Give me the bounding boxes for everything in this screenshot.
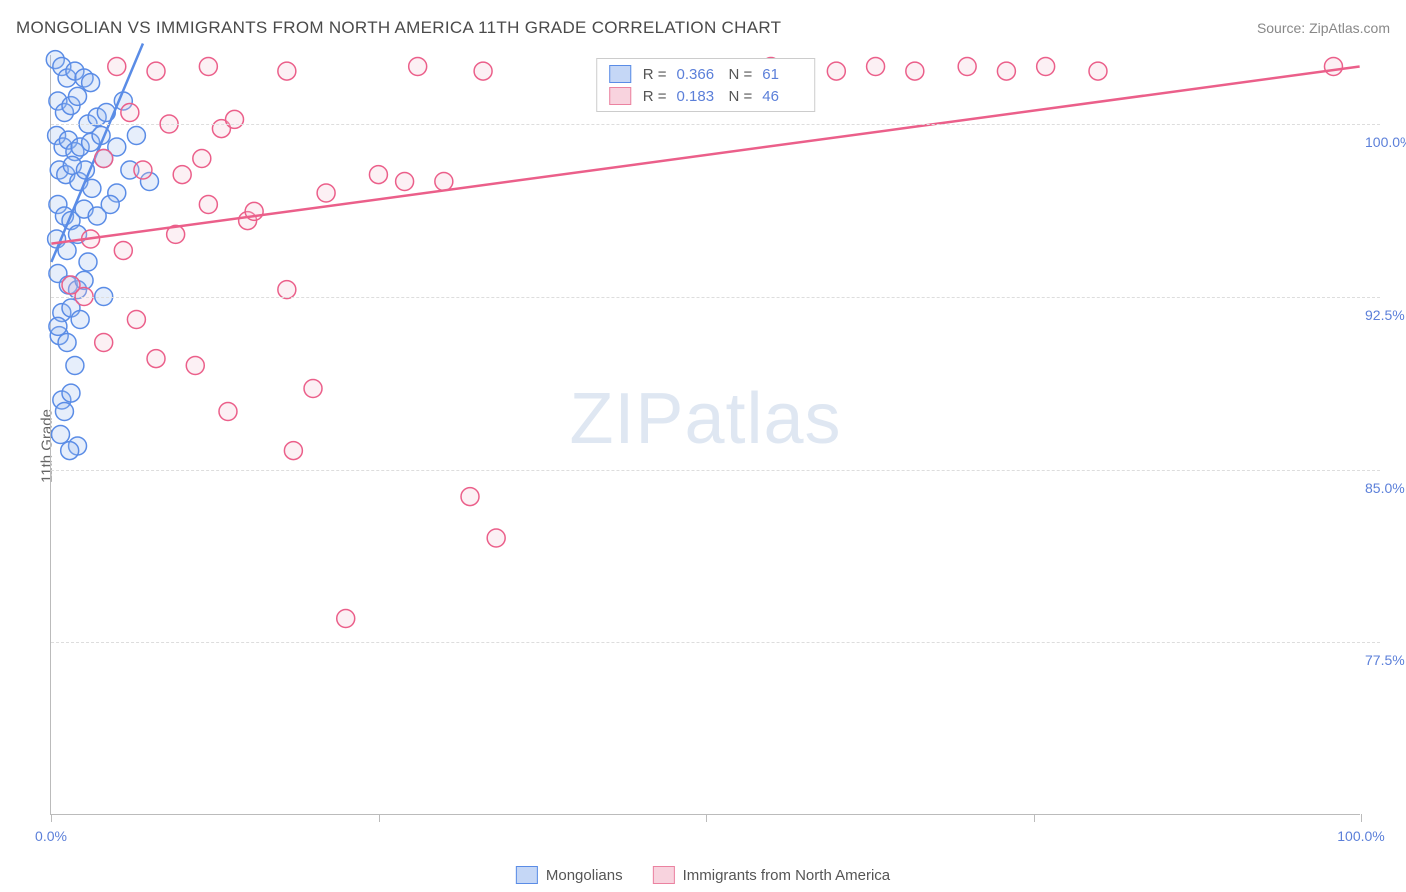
stats-box: R = 0.366 N = 61 R = 0.183 N = 46 [596, 58, 816, 112]
scatter-point [199, 196, 217, 214]
scatter-point [337, 610, 355, 628]
x-tick [706, 814, 707, 822]
scatter-point [435, 173, 453, 191]
scatter-point [219, 403, 237, 421]
scatter-point [1037, 58, 1055, 76]
scatter-point [186, 357, 204, 375]
y-tick-label: 100.0% [1365, 134, 1406, 150]
scatter-point [193, 150, 211, 168]
plot-svg [51, 55, 1360, 814]
scatter-point [101, 196, 119, 214]
legend-label-1: Immigrants from North America [683, 867, 891, 884]
legend-swatch-pink-icon [653, 866, 675, 884]
scatter-point [1324, 58, 1342, 76]
scatter-point [95, 334, 113, 352]
stats-n-val-0: 61 [762, 66, 802, 83]
stats-r-val-0: 0.366 [677, 66, 717, 83]
scatter-point [173, 166, 191, 184]
scatter-point [461, 488, 479, 506]
scatter-point [79, 253, 97, 271]
legend-label-0: Mongolians [546, 867, 623, 884]
scatter-point [55, 403, 73, 421]
legend-item-0: Mongolians [516, 866, 623, 884]
y-tick-label: 92.5% [1365, 307, 1406, 323]
stats-n-label-0: N = [729, 66, 753, 83]
x-tick [1034, 814, 1035, 822]
stats-r-label-1: R = [643, 88, 667, 105]
chart-container: MONGOLIAN VS IMMIGRANTS FROM NORTH AMERI… [0, 0, 1406, 892]
stats-n-label-1: N = [729, 88, 753, 105]
scatter-point [278, 62, 296, 80]
title-bar: MONGOLIAN VS IMMIGRANTS FROM NORTH AMERI… [16, 18, 1390, 38]
stats-row-0: R = 0.366 N = 61 [609, 63, 803, 85]
legend-swatch-blue-icon [516, 866, 538, 884]
scatter-point [95, 150, 113, 168]
y-tick-label: 85.0% [1365, 480, 1406, 496]
swatch-pink-icon [609, 87, 631, 105]
scatter-point [997, 62, 1015, 80]
scatter-point [58, 334, 76, 352]
gridline-h [51, 124, 1380, 125]
scatter-point [121, 104, 139, 122]
x-tick [51, 814, 52, 822]
x-tick [1361, 814, 1362, 822]
scatter-point [66, 357, 84, 375]
source-label: Source: ZipAtlas.com [1257, 20, 1390, 36]
x-tick-label: 0.0% [35, 828, 67, 844]
gridline-h [51, 297, 1380, 298]
scatter-point [474, 62, 492, 80]
scatter-point [304, 380, 322, 398]
x-tick-label: 100.0% [1337, 828, 1384, 844]
scatter-point [82, 74, 100, 92]
scatter-point [867, 58, 885, 76]
chart-title: MONGOLIAN VS IMMIGRANTS FROM NORTH AMERI… [16, 18, 781, 38]
scatter-point [62, 384, 80, 402]
scatter-point [49, 317, 67, 335]
scatter-point [127, 127, 145, 145]
scatter-point [114, 242, 132, 260]
scatter-point [284, 442, 302, 460]
scatter-point [69, 87, 87, 105]
scatter-point [108, 58, 126, 76]
scatter-point [226, 110, 244, 128]
scatter-point [958, 58, 976, 76]
scatter-point [61, 442, 79, 460]
scatter-point [127, 311, 145, 329]
scatter-point [409, 58, 427, 76]
gridline-h [51, 642, 1380, 643]
scatter-point [71, 311, 89, 329]
scatter-point [1089, 62, 1107, 80]
scatter-point [906, 62, 924, 80]
scatter-point [369, 166, 387, 184]
scatter-point [147, 350, 165, 368]
scatter-point [58, 242, 76, 260]
bottom-legend: Mongolians Immigrants from North America [516, 866, 890, 884]
legend-item-1: Immigrants from North America [653, 866, 891, 884]
scatter-point [317, 184, 335, 202]
scatter-point [827, 62, 845, 80]
scatter-point [147, 62, 165, 80]
swatch-blue-icon [609, 65, 631, 83]
x-tick [379, 814, 380, 822]
stats-r-val-1: 0.183 [677, 88, 717, 105]
gridline-h [51, 470, 1380, 471]
scatter-point [134, 161, 152, 179]
plot-area: ZIPatlas R = 0.366 N = 61 R = 0.183 N = … [50, 55, 1360, 815]
scatter-point [396, 173, 414, 191]
scatter-point [487, 529, 505, 547]
scatter-point [52, 426, 70, 444]
stats-n-val-1: 46 [762, 88, 802, 105]
scatter-point [199, 58, 217, 76]
stats-r-label-0: R = [643, 66, 667, 83]
stats-row-1: R = 0.183 N = 46 [609, 85, 803, 107]
y-tick-label: 77.5% [1365, 652, 1406, 668]
